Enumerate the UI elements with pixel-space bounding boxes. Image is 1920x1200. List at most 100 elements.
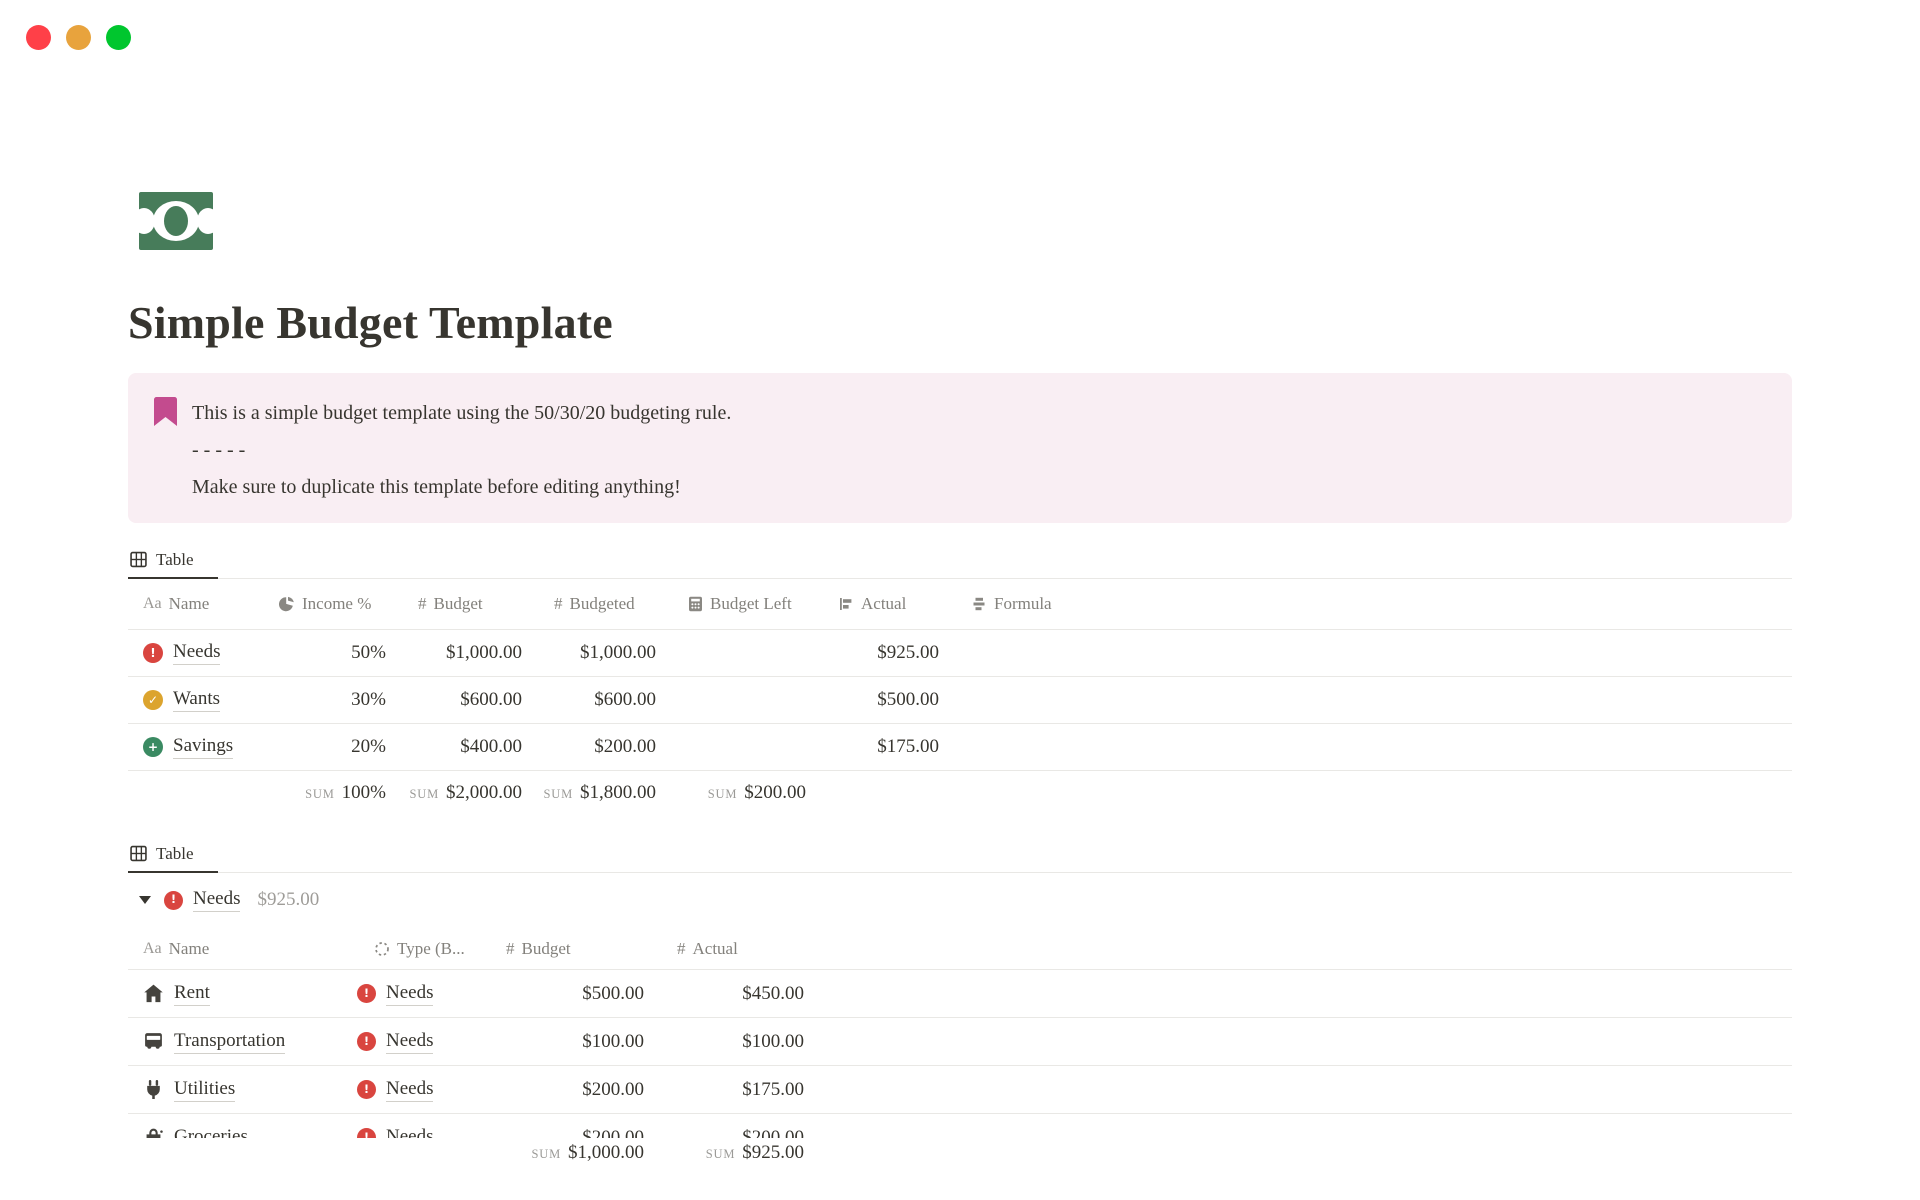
hash-icon: #	[677, 938, 686, 958]
table-row-savings: + Savings 20% $400.00 $200.00 $175.00	[128, 724, 1792, 771]
table-row-rent: Rent ! Needs $500.00 $450.00	[128, 970, 1792, 1018]
pie-icon	[279, 596, 294, 611]
window-controls	[26, 25, 131, 50]
fullscreen-window-button[interactable]	[106, 25, 131, 50]
cell-budget[interactable]: $600.00	[460, 689, 522, 710]
type-link-needs[interactable]: Needs	[386, 982, 434, 1006]
formula-icon	[973, 597, 985, 610]
cell-budgeted[interactable]: $1,000.00	[580, 642, 656, 663]
close-window-button[interactable]	[26, 25, 51, 50]
house-icon	[144, 984, 163, 1003]
cell-budgeted[interactable]: $600.00	[594, 689, 656, 710]
table-grid-icon	[130, 845, 147, 862]
alert-badge-icon: !	[143, 643, 163, 663]
column-header-actual[interactable]: Actual	[814, 594, 947, 614]
table-row-transportation: Transportation ! Needs $100.00 $100.00	[128, 1018, 1792, 1066]
alert-badge-icon: !	[357, 1080, 376, 1099]
budget-table-body: ! Needs 50% $1,000.00 $1,000.00 $925.00 …	[128, 630, 1792, 804]
text-icon: Aa	[143, 939, 162, 957]
column-header-name[interactable]: Aa Name	[143, 593, 210, 613]
detail-table-tab-bar: Table	[128, 836, 1792, 873]
budget-table-tab-bar: Table	[128, 542, 1792, 579]
row-link-savings[interactable]: Savings	[173, 735, 234, 759]
plus-badge-icon: +	[143, 737, 163, 757]
bus-icon	[145, 1033, 162, 1049]
table-row-needs: ! Needs 50% $1,000.00 $1,000.00 $925.00	[128, 630, 1792, 677]
tab-table-view[interactable]: Table	[128, 542, 218, 579]
row-link-rent[interactable]: Rent	[174, 982, 210, 1006]
calculator-icon	[689, 596, 702, 611]
group-link-needs[interactable]: Needs	[193, 888, 241, 912]
tab-table-view[interactable]: Table	[128, 836, 218, 873]
column-header-budget[interactable]: # Budget	[506, 938, 571, 958]
cell-budgeted[interactable]: $200.00	[594, 736, 656, 757]
check-badge-icon: ✓	[143, 690, 163, 710]
detail-table-header: Aa Name Type (B... # Budget # Actual	[128, 928, 1792, 970]
text-icon: Aa	[143, 594, 162, 612]
table-grid-icon	[130, 551, 147, 568]
cell-income-pct[interactable]: 50%	[351, 642, 386, 663]
cell-actual[interactable]: $175.00	[742, 1078, 804, 1100]
detail-table-body: Rent ! Needs $500.00 $450.00 Transportat…	[128, 970, 1792, 1162]
group-header-needs: ! Needs $925.00	[128, 872, 1792, 928]
column-header-type[interactable]: Type (B...	[357, 939, 477, 959]
cell-income-pct[interactable]: 20%	[351, 736, 386, 757]
row-link-transportation[interactable]: Transportation	[174, 1030, 286, 1054]
column-header-budget[interactable]: # Budget	[418, 593, 483, 613]
sum-income-pct[interactable]: SUM 100%	[305, 782, 386, 803]
callout-line-2[interactable]: - - - - -	[192, 439, 246, 461]
column-header-budget-left[interactable]: Budget Left	[664, 594, 814, 614]
sum-budget-left[interactable]: SUM $200.00	[707, 782, 806, 803]
cell-actual[interactable]: $925.00	[877, 642, 939, 663]
cell-budget[interactable]: $100.00	[582, 1030, 644, 1052]
sum-budgeted[interactable]: SUM $1,800.00	[543, 782, 657, 803]
type-link-needs[interactable]: Needs	[386, 1078, 434, 1102]
hash-icon: #	[554, 593, 563, 613]
tab-label: Table	[156, 843, 194, 863]
alert-badge-icon: !	[357, 984, 376, 1003]
cell-budget[interactable]: $500.00	[582, 982, 644, 1004]
column-header-income-pct[interactable]: Income %	[268, 594, 394, 614]
cell-budget[interactable]: $200.00	[582, 1078, 644, 1100]
page-title[interactable]: Simple Budget Template	[128, 297, 613, 348]
sum-budget[interactable]: SUM $1,000.00	[531, 1142, 645, 1163]
column-header-formula[interactable]: Formula	[947, 594, 1080, 614]
budget-table-header: Aa Name Income % # Budget # Budgeted	[128, 578, 1792, 630]
row-link-needs[interactable]: Needs	[173, 641, 221, 665]
sum-actual[interactable]: SUM $925.00	[705, 1142, 804, 1163]
group-total: $925.00	[257, 889, 320, 910]
cell-actual[interactable]: $450.00	[742, 982, 804, 1004]
cell-budget[interactable]: $1,000.00	[446, 642, 522, 663]
plug-icon	[147, 1080, 160, 1099]
alert-badge-icon: !	[357, 1032, 376, 1051]
table-row-wants: ✓ Wants 30% $600.00 $600.00 $500.00	[128, 677, 1792, 724]
cell-budget[interactable]: $400.00	[460, 736, 522, 757]
cell-actual[interactable]: $175.00	[877, 736, 939, 757]
type-link-needs[interactable]: Needs	[386, 1030, 434, 1054]
cell-income-pct[interactable]: 30%	[351, 689, 386, 710]
collapse-triangle-icon[interactable]	[139, 896, 151, 904]
column-header-actual[interactable]: # Actual	[677, 938, 738, 958]
callout: This is a simple budget template using t…	[128, 373, 1792, 523]
bookmark-icon[interactable]	[154, 397, 177, 426]
row-link-utilities[interactable]: Utilities	[174, 1078, 236, 1102]
minimize-window-button[interactable]	[66, 25, 91, 50]
column-header-budgeted[interactable]: # Budgeted	[554, 593, 635, 613]
banknote-icon[interactable]	[133, 192, 219, 250]
cell-actual[interactable]: $100.00	[742, 1030, 804, 1052]
status-icon	[375, 941, 389, 956]
alert-badge-icon: !	[164, 890, 183, 910]
budget-table-sum-row: SUM 100% SUM $2,000.00 SUM $1,800.00 SUM…	[128, 771, 1792, 804]
cell-actual[interactable]: $500.00	[877, 689, 939, 710]
callout-line-3[interactable]: Make sure to duplicate this template bef…	[192, 476, 681, 498]
hash-icon: #	[418, 593, 427, 613]
sum-budget[interactable]: SUM $2,000.00	[409, 782, 523, 803]
tab-label: Table	[156, 549, 194, 569]
column-header-name[interactable]: Aa Name	[143, 938, 210, 958]
callout-line-1[interactable]: This is a simple budget template using t…	[192, 402, 732, 424]
row-link-wants[interactable]: Wants	[173, 688, 221, 712]
table-row-utilities: Utilities ! Needs $200.00 $175.00	[128, 1066, 1792, 1114]
hash-icon: #	[506, 938, 515, 958]
detail-table-sum-bar: SUM $1,000.00 SUM $925.00	[128, 1138, 1792, 1200]
